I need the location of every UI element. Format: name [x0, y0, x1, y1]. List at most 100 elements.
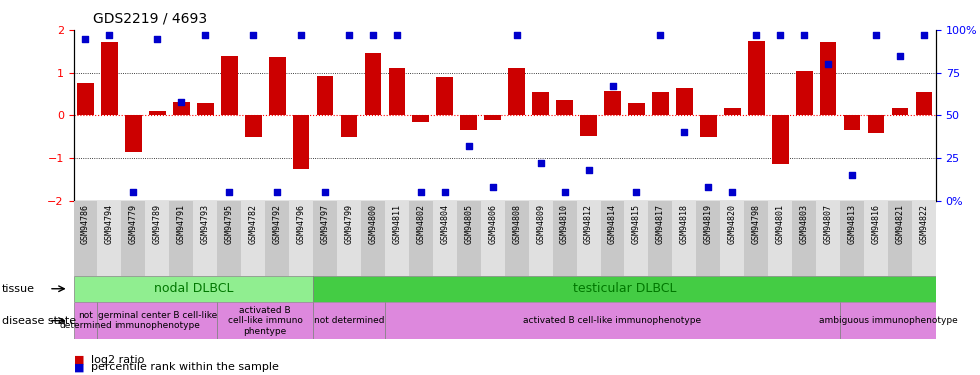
Bar: [122, 201, 145, 276]
Point: [197, 32, 213, 38]
Text: ambiguous immunophenotype: ambiguous immunophenotype: [818, 316, 957, 325]
Text: ■: ■: [74, 355, 84, 365]
Bar: [649, 201, 672, 276]
Text: GSM94792: GSM94792: [272, 204, 281, 244]
Point: [77, 36, 93, 42]
Bar: [413, 116, 429, 122]
Text: GSM94817: GSM94817: [656, 204, 664, 244]
Bar: [289, 201, 313, 276]
Text: tissue: tissue: [2, 284, 35, 294]
Bar: [624, 201, 649, 276]
Point: [366, 32, 381, 38]
Bar: [505, 201, 528, 276]
Bar: [313, 302, 385, 339]
Text: ■: ■: [74, 363, 84, 372]
Bar: [218, 201, 241, 276]
Point: [557, 189, 572, 195]
Bar: [293, 116, 310, 169]
Bar: [652, 92, 668, 116]
Bar: [149, 111, 166, 116]
Bar: [341, 116, 358, 138]
Bar: [580, 116, 597, 136]
Text: testicular DLBCL: testicular DLBCL: [572, 282, 676, 295]
Text: GSM94811: GSM94811: [392, 204, 402, 244]
Bar: [388, 68, 406, 116]
Bar: [409, 201, 433, 276]
Point: [772, 32, 788, 38]
Point: [485, 184, 501, 190]
Text: GSM94816: GSM94816: [871, 204, 880, 244]
Bar: [241, 201, 266, 276]
Text: disease state: disease state: [2, 316, 76, 326]
Text: GSM94808: GSM94808: [513, 204, 521, 244]
Bar: [269, 57, 285, 116]
Text: GSM94815: GSM94815: [632, 204, 641, 244]
Bar: [528, 201, 553, 276]
Point: [653, 32, 668, 38]
Bar: [172, 102, 190, 115]
Bar: [601, 201, 624, 276]
Text: nodal DLBCL: nodal DLBCL: [154, 282, 233, 295]
Bar: [792, 201, 816, 276]
Point: [102, 32, 118, 38]
Text: not determined: not determined: [314, 316, 384, 325]
Bar: [365, 54, 381, 116]
Point: [341, 32, 357, 38]
Bar: [97, 201, 122, 276]
Point: [628, 189, 644, 195]
Point: [245, 32, 261, 38]
Bar: [844, 116, 860, 130]
Bar: [816, 201, 840, 276]
Bar: [604, 91, 621, 116]
Text: GSM94786: GSM94786: [81, 204, 90, 244]
Bar: [313, 276, 936, 302]
Bar: [97, 302, 218, 339]
Bar: [218, 302, 313, 339]
Point: [318, 189, 333, 195]
Text: GSM94796: GSM94796: [297, 204, 306, 244]
Point: [270, 189, 285, 195]
Point: [749, 32, 764, 38]
Bar: [628, 102, 645, 116]
Bar: [484, 116, 501, 120]
Text: GSM94791: GSM94791: [176, 204, 186, 244]
Text: GSM94806: GSM94806: [488, 204, 497, 244]
Text: GSM94801: GSM94801: [776, 204, 785, 244]
Text: GSM94810: GSM94810: [561, 204, 569, 244]
Bar: [461, 116, 477, 130]
Text: GSM94820: GSM94820: [728, 204, 737, 244]
Point: [724, 189, 740, 195]
Bar: [77, 83, 94, 116]
Text: GSM94795: GSM94795: [224, 204, 233, 244]
Bar: [796, 70, 812, 116]
Text: GSM94800: GSM94800: [368, 204, 377, 244]
Text: GSM94803: GSM94803: [800, 204, 808, 244]
Point: [605, 83, 620, 89]
Text: GSM94818: GSM94818: [680, 204, 689, 244]
Bar: [481, 201, 505, 276]
Text: GSM94807: GSM94807: [823, 204, 833, 244]
Bar: [74, 276, 313, 302]
Point: [437, 189, 453, 195]
Text: GSM94798: GSM94798: [752, 204, 760, 244]
Bar: [436, 77, 453, 116]
Bar: [819, 42, 837, 116]
Bar: [768, 201, 792, 276]
Bar: [125, 116, 142, 152]
Point: [173, 99, 189, 105]
Bar: [672, 201, 697, 276]
Bar: [912, 201, 936, 276]
Bar: [145, 201, 170, 276]
Text: GSM94799: GSM94799: [345, 204, 354, 244]
Text: GSM94805: GSM94805: [465, 204, 473, 244]
Bar: [197, 102, 214, 116]
Bar: [888, 201, 912, 276]
Bar: [840, 201, 864, 276]
Text: GSM94814: GSM94814: [608, 204, 617, 244]
Point: [461, 143, 476, 149]
Bar: [101, 42, 118, 116]
Bar: [337, 201, 361, 276]
Bar: [385, 201, 409, 276]
Point: [797, 32, 812, 38]
Bar: [245, 116, 262, 138]
